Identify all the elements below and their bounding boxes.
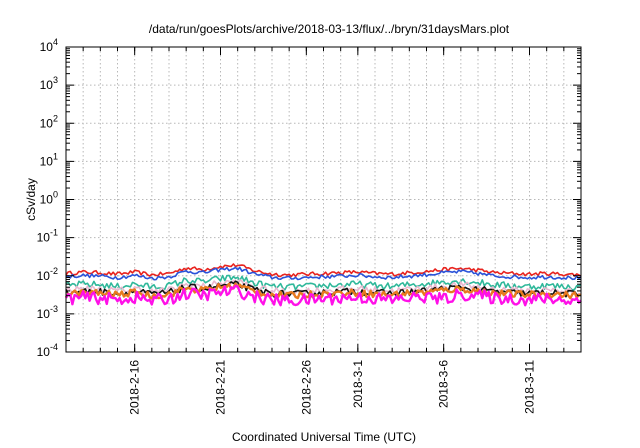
series-line [65, 266, 582, 281]
x-tick-label: 2018-2-26 [299, 360, 313, 415]
series-line [65, 263, 582, 278]
y-tick-label: 10-3 [37, 304, 58, 321]
series-line [64, 284, 582, 307]
x-tick-label: 2018-2-16 [128, 360, 142, 415]
y-tick-label: 10-2 [37, 266, 58, 283]
y-tick-label: 100 [40, 190, 58, 207]
series-layer [64, 263, 582, 307]
x-axis: 2018-2-16 2018-2-21 2018-2-26 2018-3-1 2018-… [82, 47, 565, 415]
x-tick-label: 2018-2-21 [214, 360, 228, 415]
y-axis: 10-4 10-3 10-2 10-1 100 101 102 103 104 [37, 37, 581, 359]
y-axis-label: cSv/day [24, 178, 38, 221]
y-tick-label: 10-4 [37, 342, 58, 359]
x-tick-label: 2018-3-1 [351, 360, 365, 408]
y-tick-label: 103 [40, 75, 58, 92]
y-tick-label: 10-1 [37, 228, 58, 245]
x-tick-label: 2018-3-6 [437, 360, 451, 408]
y-tick-label: 104 [40, 37, 58, 54]
y-tick-label: 101 [40, 151, 58, 168]
x-tick-label: 2018-3-11 [523, 360, 537, 414]
chart-grid [66, 47, 581, 352]
y-tick-label: 102 [40, 113, 58, 130]
series-line [65, 274, 582, 291]
x-axis-label: Coordinated Universal Time (UTC) [232, 430, 416, 444]
chart-title: /data/run/goesPlots/archive/2018-03-13/f… [149, 22, 510, 36]
